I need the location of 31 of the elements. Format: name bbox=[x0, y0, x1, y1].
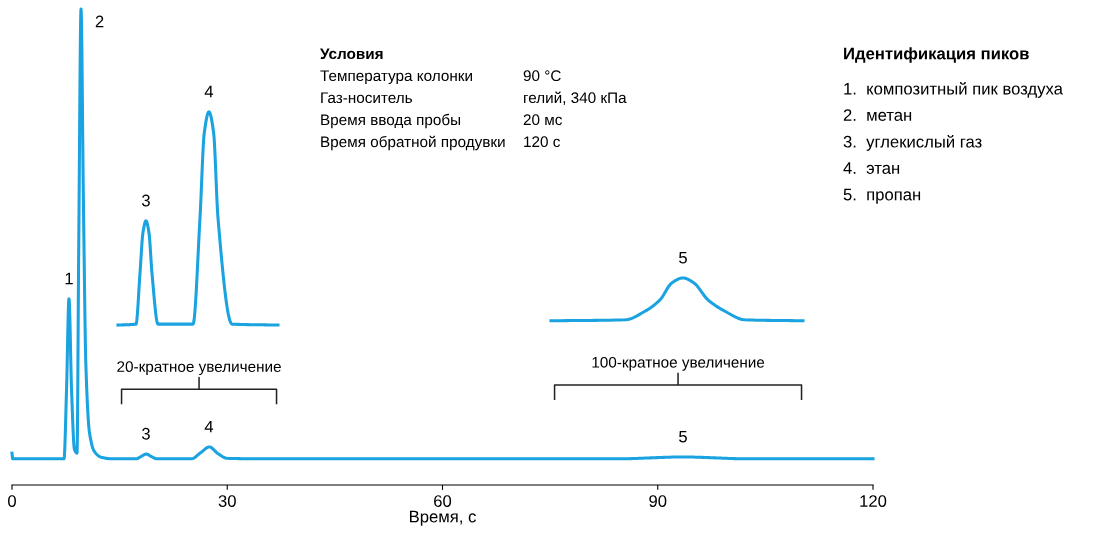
annotation: Условия bbox=[320, 48, 383, 60]
annotation: 4. этан bbox=[843, 162, 900, 174]
annotation: 3. углекислый газ bbox=[843, 135, 982, 151]
annotation: 1. композитный пик воздуха bbox=[844, 82, 1063, 98]
annotation: 20 мс bbox=[523, 114, 562, 126]
annotation: 3 bbox=[141, 194, 150, 207]
x-axis-title: Время, с bbox=[410, 510, 476, 526]
annotation: Температура колонки bbox=[320, 70, 472, 85]
annotation: 3 bbox=[141, 427, 150, 440]
annotation: Время обратной продувки bbox=[321, 135, 505, 151]
x-tick-label: 30 bbox=[218, 495, 236, 507]
annotation: 1 bbox=[65, 272, 73, 285]
x-tick-label: 120 bbox=[860, 495, 887, 507]
annotation: Время ввода пробы bbox=[321, 113, 461, 129]
x-tick-label: 0 bbox=[8, 495, 16, 507]
annotation: 90 °C bbox=[523, 70, 561, 82]
annotation: 5 bbox=[679, 430, 687, 443]
x-tick-label: 90 bbox=[649, 495, 667, 507]
annotation: 5. пропан bbox=[843, 188, 921, 204]
annotation: 20-кратное увеличение bbox=[117, 361, 281, 376]
annotation: Газ-носитель bbox=[321, 92, 412, 104]
annotation: 2. метан bbox=[843, 109, 912, 121]
annotation: 5 bbox=[679, 251, 687, 264]
annotation: Идентификация пиков bbox=[844, 47, 1029, 63]
annotation: 2 bbox=[95, 15, 104, 28]
annotation: 120 с bbox=[524, 136, 560, 148]
annotation: 4 bbox=[204, 420, 214, 433]
annotation: 100-кратное увеличение bbox=[592, 356, 765, 371]
annotation: 4 bbox=[204, 85, 214, 98]
annotation: гелий, 340 кПа bbox=[524, 91, 627, 105]
x-tick-label: 60 bbox=[434, 495, 452, 507]
